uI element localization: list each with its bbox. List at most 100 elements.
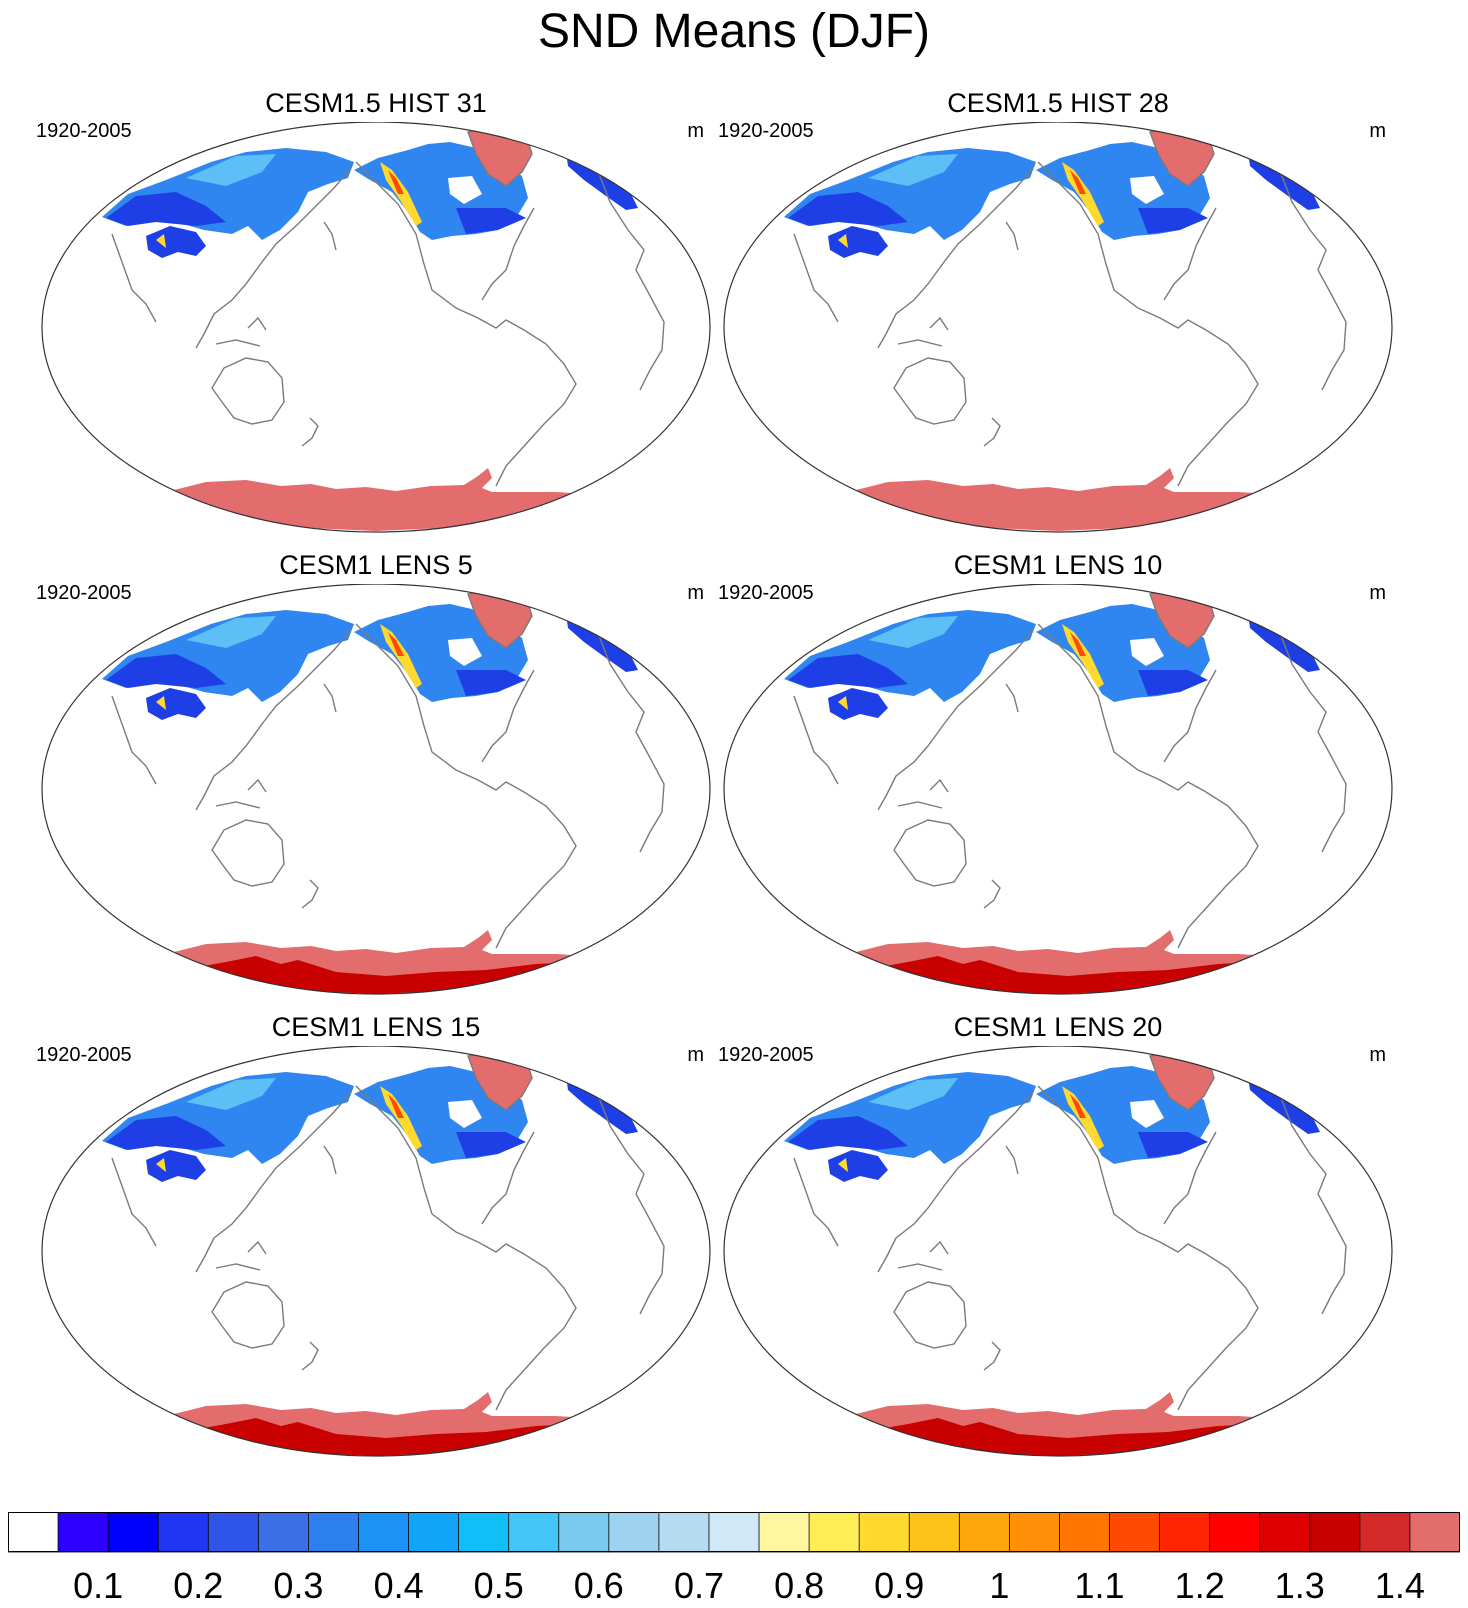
panel-title: CESM1 LENS 20 (953, 1012, 1163, 1042)
coastline (1037, 1085, 1259, 1411)
panel-title: CESM1.5 HIST 28 (947, 88, 1169, 118)
colorbar-frame (8, 1512, 1460, 1552)
coastline (247, 778, 267, 793)
colorbar-swatch (1209, 1512, 1261, 1553)
snow-peak-rockies-hot (1070, 1094, 1086, 1118)
colorbar-swatch (358, 1512, 410, 1553)
panel-units: m (687, 120, 704, 142)
coastline (211, 1281, 285, 1349)
snow-field-eurasia-dark (788, 1116, 908, 1150)
colorbar-swatch (1159, 1512, 1211, 1553)
colorbar-swatch (908, 1512, 961, 1553)
colorbar-swatch (1008, 1512, 1061, 1553)
panel-units: m (1369, 120, 1386, 142)
snow-field-north-america-dark (456, 1132, 526, 1158)
map-panel: CESM1 LENS 20 1920-2005 m (718, 1012, 1398, 1468)
map-content (724, 1046, 1392, 1456)
snow-field-tibet (828, 688, 888, 720)
coastline (247, 1240, 267, 1255)
colorbar-label: 0.2 (173, 1565, 223, 1606)
colorbar-swatch (808, 1512, 861, 1553)
colorbar-label: 0.9 (874, 1565, 924, 1606)
snow-peak-rockies-hot (1070, 170, 1086, 194)
snow-field-eurasia-light (186, 616, 276, 648)
coastline (1163, 207, 1217, 301)
colorbar-swatch (458, 1512, 510, 1553)
coastline (929, 1240, 949, 1255)
coastline (1277, 627, 1347, 853)
coastline (1037, 623, 1259, 949)
map-svg (723, 1046, 1393, 1457)
snow-field-north-america-dark (1138, 670, 1208, 696)
snow-field-eurasia-dark (106, 192, 226, 226)
map-boundary (723, 122, 1393, 533)
colorbar-swatch (1109, 1512, 1161, 1553)
colorbar-swatch (708, 1512, 760, 1553)
coastline (301, 879, 319, 909)
snow-peak-tibet (838, 1158, 848, 1172)
colorbar-swatch (858, 1512, 911, 1553)
colorbar-swatch (157, 1512, 210, 1553)
map-panel: CESM1.5 HIST 28 1920-2005 m (718, 88, 1398, 544)
map-svg (41, 122, 711, 533)
panel-period: 1920-2005 (36, 120, 132, 142)
snow-field-eurasia-light (186, 154, 276, 186)
colorbar-label: 0.7 (674, 1565, 724, 1606)
snow-field-tibet (146, 688, 206, 720)
coastline (215, 1263, 261, 1271)
coastline (893, 357, 967, 425)
map-svg (723, 584, 1393, 995)
colorbar-swatch (508, 1512, 560, 1553)
snow-peak-tibet (838, 696, 848, 710)
hudson-bay (448, 176, 482, 204)
coastline (897, 1263, 943, 1271)
panel-units: m (687, 582, 704, 604)
snow-field-eurasia-light (186, 1078, 276, 1110)
colorbar-swatch (608, 1512, 660, 1553)
coastline (877, 629, 1034, 811)
antarctica-ice (856, 468, 1270, 531)
colorbar-swatch (1259, 1512, 1311, 1553)
coastline (355, 161, 577, 487)
coastline (983, 1341, 1001, 1371)
panel-period: 1920-2005 (718, 1044, 814, 1066)
colorbar-swatch (408, 1512, 460, 1553)
coastline (481, 1131, 535, 1225)
panel-units: m (687, 1044, 704, 1066)
map-content (724, 122, 1392, 532)
coastline (355, 623, 577, 949)
coastline (595, 627, 665, 853)
coastline (1037, 161, 1259, 487)
panel-title: CESM1 LENS 10 (953, 550, 1163, 580)
hudson-bay (1130, 1100, 1164, 1128)
coastline (111, 695, 157, 785)
colorbar-swatch (57, 1512, 110, 1553)
colorbar-label: 1.3 (1275, 1565, 1325, 1606)
coastline (793, 233, 839, 323)
coastline (195, 1091, 352, 1273)
panel-title: CESM1.5 HIST 31 (265, 88, 487, 118)
map-boundary (723, 1046, 1393, 1457)
coastline (893, 1281, 967, 1349)
colorbar-swatch (958, 1512, 1011, 1553)
colorbar-label: 0.6 (574, 1565, 624, 1606)
panel-period: 1920-2005 (718, 120, 814, 142)
colorbar-swatch (1309, 1512, 1361, 1553)
colorbar-label: 0.3 (273, 1565, 323, 1606)
coastline (111, 233, 157, 323)
coastline (793, 1157, 839, 1247)
figure-title: SND Means (DJF) (537, 5, 931, 58)
map-panel: CESM1 LENS 10 1920-2005 m (718, 550, 1398, 1006)
coastline (595, 165, 665, 391)
map-panel: CESM1 LENS 5 1920-2005 m (36, 550, 716, 1006)
snow-field-tibet (146, 226, 206, 258)
snow-field-eurasia-dark (106, 654, 226, 688)
panel-title: CESM1 LENS 15 (271, 1012, 481, 1042)
coastline (1277, 165, 1347, 391)
map-panel: CESM1 LENS 15 1920-2005 m (36, 1012, 716, 1468)
colorbar-swatch (558, 1512, 610, 1553)
map-boundary (723, 584, 1393, 995)
hudson-bay (448, 638, 482, 666)
snow-peak-rockies-hot (388, 1094, 404, 1118)
coastline (1005, 1145, 1019, 1175)
